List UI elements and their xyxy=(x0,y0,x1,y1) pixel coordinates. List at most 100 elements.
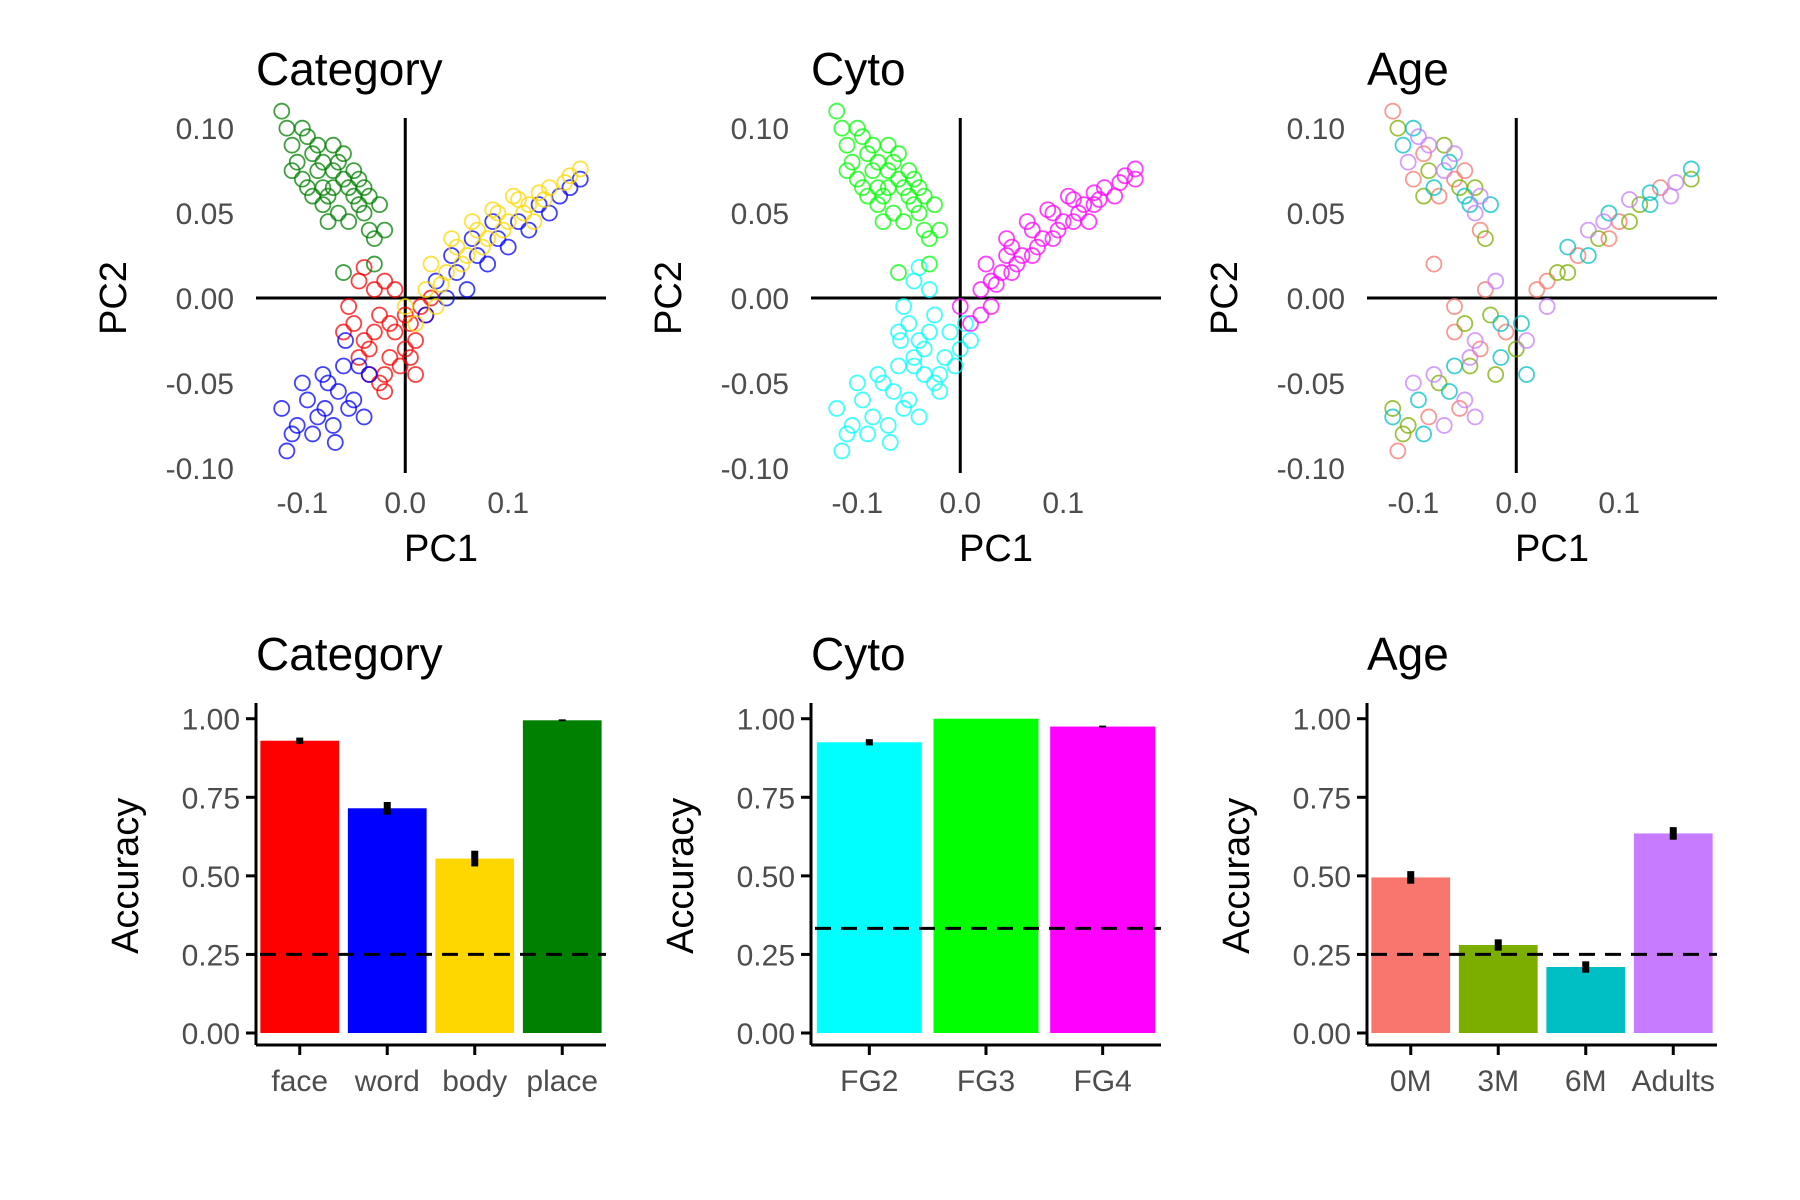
data-point xyxy=(1029,238,1046,256)
data-point xyxy=(1682,160,1700,178)
data-point xyxy=(884,204,902,222)
data-point xyxy=(1487,366,1505,383)
data-point xyxy=(1549,264,1566,281)
data-point xyxy=(864,408,882,426)
y-tick-label: -0.10 xyxy=(166,453,234,486)
y-tick-label: 0.25 xyxy=(1293,939,1351,972)
y-tick-label: -0.05 xyxy=(1277,368,1345,401)
data-point xyxy=(869,366,887,383)
data-point xyxy=(1641,196,1659,214)
data-point xyxy=(1075,196,1093,214)
data-point xyxy=(324,162,342,180)
data-point xyxy=(283,425,301,443)
data-point xyxy=(402,349,419,366)
x-tick-label: 0.1 xyxy=(487,487,529,520)
y-tick-label: 0.10 xyxy=(731,113,789,146)
data-point xyxy=(316,400,334,417)
y-tick-label: 0.75 xyxy=(182,782,240,815)
y-axis-title: Accuracy xyxy=(1216,798,1258,954)
y-tick-label: -0.05 xyxy=(721,368,789,401)
data-point xyxy=(1404,374,1422,392)
data-point xyxy=(926,306,943,324)
data-point xyxy=(982,298,1000,315)
data-point xyxy=(1538,272,1556,290)
data-point xyxy=(915,221,933,239)
y-tick-label: 0.50 xyxy=(182,861,240,894)
data-point xyxy=(869,153,887,171)
data-point xyxy=(293,374,311,392)
data-point xyxy=(843,417,861,434)
data-point xyxy=(376,383,394,400)
data-point xyxy=(1039,201,1057,219)
data-point xyxy=(355,408,373,426)
data-point xyxy=(1410,128,1427,146)
data-point xyxy=(1471,340,1489,358)
data-point xyxy=(910,259,928,276)
data-point xyxy=(864,162,882,180)
data-point xyxy=(1003,238,1021,256)
data-point xyxy=(854,128,871,146)
data-point xyxy=(1404,119,1422,137)
data-point xyxy=(1461,349,1479,366)
data-point xyxy=(571,160,589,178)
data-point xyxy=(515,204,533,222)
data-point xyxy=(299,391,316,409)
data-point xyxy=(427,298,445,315)
data-point xyxy=(895,213,913,231)
data-point xyxy=(1399,417,1417,434)
data-point xyxy=(468,221,486,239)
data-point xyxy=(1435,136,1453,154)
x-axis-title: PC1 xyxy=(404,528,478,570)
data-point xyxy=(273,400,291,417)
data-point xyxy=(1579,221,1597,239)
data-point xyxy=(283,162,301,180)
data-point xyxy=(890,145,907,163)
bar-panel-age: Age 0M 3M 6M Adults 0.00 0.25 0.50 0.75 1.00 Accur… xyxy=(1216,628,1717,1098)
data-point xyxy=(355,259,373,276)
x-axis-title: PC1 xyxy=(959,528,1033,570)
data-point xyxy=(905,170,923,188)
data-point xyxy=(396,298,414,315)
x-tick-label: 0.1 xyxy=(1598,487,1640,520)
x-tick-label: body xyxy=(442,1065,507,1098)
data-point xyxy=(854,179,871,197)
data-point xyxy=(998,247,1015,264)
bar-face xyxy=(260,740,340,1033)
data-point xyxy=(1044,204,1062,222)
data-point xyxy=(1384,400,1402,417)
data-point xyxy=(504,187,522,205)
data-point xyxy=(915,340,933,358)
data-point xyxy=(1487,272,1505,290)
data-point xyxy=(890,357,907,375)
data-point xyxy=(340,298,358,315)
data-point xyxy=(484,201,502,219)
data-point xyxy=(365,230,383,247)
y-tick-label: 0.50 xyxy=(737,861,795,894)
data-point xyxy=(843,153,861,171)
x-tick-label: 0.0 xyxy=(384,487,426,520)
y-tick-label: -0.10 xyxy=(1277,453,1345,486)
data-point xyxy=(920,323,938,341)
x-tick-label: Adults xyxy=(1632,1065,1715,1098)
data-point xyxy=(848,374,866,392)
data-point xyxy=(854,391,871,409)
y-tick-label: 0.10 xyxy=(1287,113,1345,146)
data-point xyxy=(962,315,979,332)
y-tick-label: -0.05 xyxy=(166,368,234,401)
data-point xyxy=(1466,179,1484,197)
data-point xyxy=(1466,204,1484,222)
data-point xyxy=(314,366,332,383)
panel-title: Cyto xyxy=(811,628,906,680)
x-tick-label: FG3 xyxy=(957,1065,1015,1098)
data-point xyxy=(1559,238,1577,256)
data-point xyxy=(905,349,923,366)
data-point xyxy=(417,281,435,298)
data-point xyxy=(1440,153,1458,171)
data-point xyxy=(1008,255,1026,273)
data-point xyxy=(890,170,907,188)
data-point xyxy=(915,366,933,383)
data-point xyxy=(278,442,296,460)
data-point xyxy=(1425,255,1443,273)
data-point xyxy=(895,298,913,315)
data-point xyxy=(1456,315,1474,332)
